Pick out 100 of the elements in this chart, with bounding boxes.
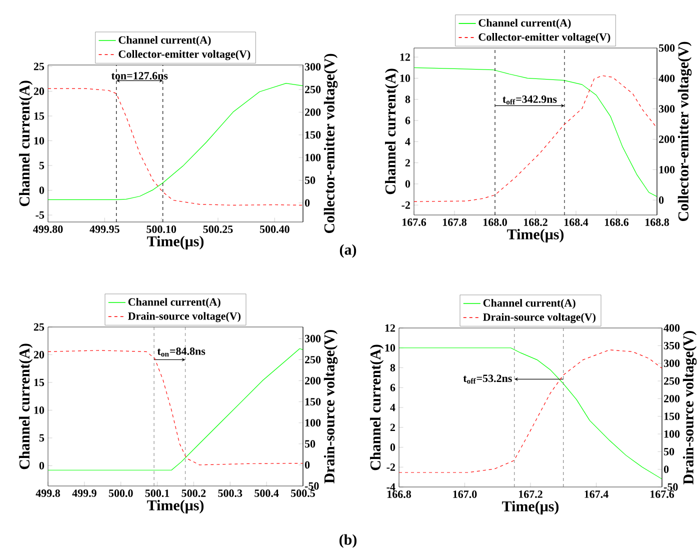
x-tick-label: 499.9 — [72, 490, 96, 497]
x-tick-label: 500.2 — [182, 490, 206, 497]
x-tick-label: 500.4 — [254, 490, 279, 497]
y2-tick-label: 400 — [664, 324, 680, 332]
x-tick-label: 167.8 — [443, 218, 466, 226]
y-axis-title: Channel current(A) — [19, 344, 33, 470]
legend-label: Collector-emitter voltage(V) — [118, 50, 250, 60]
legend-label: Drain-source voltage(V) — [483, 313, 596, 324]
x-tick-label: 168.2 — [524, 218, 548, 226]
y-tick-label: 10 — [34, 406, 44, 414]
y2-axis-title: Drain-source voltage(V) — [682, 331, 697, 484]
y-tick-label: 20 — [34, 351, 44, 358]
y2-axis-title: Collector-emitter voltage(V) — [678, 42, 692, 222]
y-tick-label: 10 — [385, 344, 396, 352]
y2-tick-label: 300 — [304, 334, 321, 342]
y2-tick-label: 0 — [664, 466, 669, 474]
y2-tick-label: 350 — [664, 342, 680, 350]
x-tick-label: 168.0 — [484, 218, 507, 226]
y-tick-label: 8 — [405, 96, 410, 104]
annotation: t$_{off}$=53.2ns — [463, 374, 512, 384]
y-tick-label: 0 — [39, 186, 44, 194]
y-tick-label: 2 — [390, 424, 395, 432]
x-axis-title: Time(μs) — [147, 236, 204, 250]
y2-tick-label: 150 — [305, 398, 321, 406]
y-tick-label: 0 — [405, 180, 410, 188]
y-tick-label: 2 — [405, 159, 410, 166]
y-tick-label: 6 — [390, 384, 396, 392]
x-tick-label: 499.8 — [36, 490, 60, 497]
y2-tick-label: 250 — [664, 377, 680, 385]
y-tick-label: 20 — [34, 88, 44, 95]
x-tick-label: 166.8 — [388, 490, 412, 498]
annotation: t$_{on}$=84.8ns — [157, 347, 206, 357]
annotation: t$_{off}$=342.9ns — [502, 96, 557, 105]
y-tick-label: -2 — [386, 463, 395, 471]
y2-axis-title: Drain-source voltage(V) — [324, 330, 338, 484]
y2-tick-label: 50 — [304, 440, 316, 448]
y2-tick-label: 0 — [304, 461, 310, 469]
y2-tick-label: 100 — [664, 430, 680, 438]
y2-axis-title: Collector-emitter voltage(V) — [324, 54, 338, 234]
y2-tick-label: 200 — [304, 377, 321, 384]
y-tick-label: 12 — [385, 324, 395, 332]
x-tick-label: 168.8 — [646, 218, 669, 226]
y-tick-label: 10 — [34, 137, 44, 144]
legend-label: Drain-source voltage(V) — [128, 312, 241, 322]
y-axis-title: Channel current(A) — [370, 344, 384, 470]
y-tick-label: -4 — [386, 483, 396, 491]
x-tick-label: 499.80 — [33, 226, 63, 233]
legend-label: Channel current(A) — [483, 298, 576, 309]
y-axis-title: Channel current(A) — [385, 68, 399, 194]
y2-tick-label: -50 — [664, 483, 678, 491]
y2-tick-label: 200 — [304, 108, 321, 116]
y-tick-label: 12 — [400, 53, 410, 61]
y2-tick-label: 200 — [658, 136, 675, 143]
y2-tick-label: 200 — [664, 394, 680, 402]
y-tick-label: 4 — [405, 138, 410, 146]
y2-tick-label: 250 — [304, 356, 321, 364]
y-tick-label: 15 — [34, 378, 44, 386]
y2-tick-label: 100 — [305, 419, 321, 427]
y2-tick-label: 400 — [658, 74, 675, 82]
x-axis-title: Time(μs) — [502, 500, 559, 514]
y2-tick-label: 100 — [305, 154, 321, 162]
x-tick-label: 168.4 — [564, 218, 588, 226]
y-tick-label: 10 — [400, 74, 410, 82]
x-tick-label: 500.40 — [260, 226, 290, 233]
y-tick-label: 8 — [390, 364, 396, 372]
text: (b) — [339, 534, 356, 548]
y2-tick-label: 50 — [664, 448, 674, 456]
y2-tick-label: 250 — [304, 86, 321, 94]
x-tick-label: 500.3 — [218, 490, 242, 497]
x-tick-label: 500.1 — [145, 490, 170, 497]
y-tick-label: 5 — [39, 162, 44, 170]
y2-tick-label: 100 — [659, 166, 675, 174]
x-tick-label: 167.2 — [518, 490, 542, 498]
x-tick-label: 500.5 — [291, 490, 315, 497]
y2-tick-label: 300 — [664, 360, 680, 368]
y2-tick-label: 300 — [304, 63, 321, 71]
y2-tick-label: 50 — [304, 176, 316, 184]
y2-tick-label: 500 — [658, 44, 675, 52]
y2-tick-label: 0 — [304, 199, 310, 207]
y-tick-label: 4 — [390, 404, 396, 412]
y-tick-label: 25 — [34, 62, 44, 70]
x-tick-label: 168.6 — [605, 218, 629, 226]
legend-label: Channel current(A) — [128, 298, 220, 308]
legend-label: Collector-emitter voltage(V) — [478, 33, 610, 44]
x-tick-label: 167.4 — [584, 490, 608, 498]
y-tick-label: 15 — [34, 112, 44, 120]
x-axis-title: Time(μs) — [507, 228, 564, 242]
x-tick-label: 167.0 — [453, 490, 477, 498]
x-tick-label: 167.6 — [650, 490, 674, 498]
x-tick-label: 499.95 — [90, 226, 120, 233]
y2-tick-label: 150 — [664, 412, 680, 420]
y-tick-label: 25 — [34, 323, 44, 331]
y-tick-label: 0 — [390, 444, 396, 451]
legend-label: Channel current(A) — [478, 18, 571, 29]
x-tick-label: 500.10 — [146, 226, 176, 233]
y-tick-label: 0 — [39, 462, 44, 470]
y-tick-label: 5 — [39, 434, 44, 442]
y-tick-label: -5 — [36, 211, 44, 219]
x-tick-label: 500.0 — [108, 490, 133, 497]
y-tick-label: -2 — [402, 201, 410, 209]
